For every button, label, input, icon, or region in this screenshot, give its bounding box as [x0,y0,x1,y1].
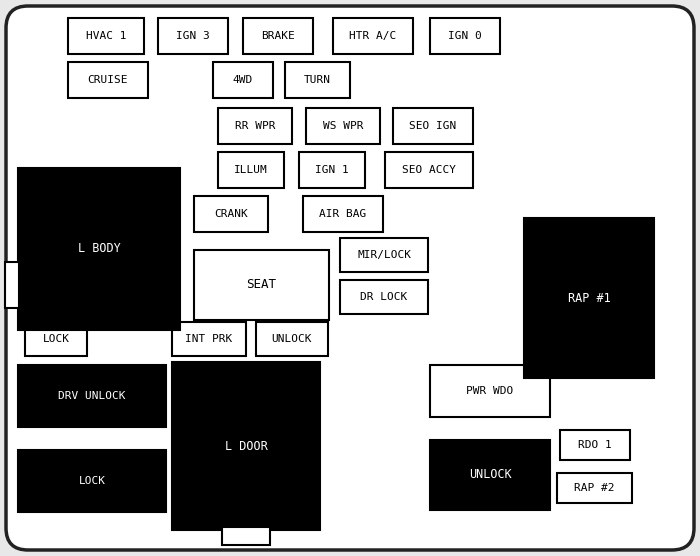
Bar [18,168,180,330]
Text: CRANK: CRANK [214,209,248,219]
Bar [194,250,329,320]
Text: RAP #1: RAP #1 [568,291,610,305]
Bar [218,152,284,188]
Bar [385,152,473,188]
Bar [285,62,350,98]
Bar [213,62,273,98]
Bar [340,238,428,272]
Bar [5,262,19,308]
Text: UNLOCK: UNLOCK [272,334,312,344]
FancyBboxPatch shape [6,6,694,550]
Bar [68,62,148,98]
Bar [158,18,228,54]
Bar [303,196,383,232]
Text: RR WPR: RR WPR [234,121,275,131]
Bar [524,218,654,378]
Text: RAP #2: RAP #2 [574,483,615,493]
Text: BRAKE: BRAKE [261,31,295,41]
Text: L DOOR: L DOOR [225,439,267,453]
Text: UNLOCK: UNLOCK [468,469,512,481]
Text: SEO IGN: SEO IGN [410,121,456,131]
Bar [306,108,380,144]
Bar [172,362,320,530]
Bar [430,365,550,417]
Text: IGN 0: IGN 0 [448,31,482,41]
Bar [18,365,166,427]
Bar [430,440,550,510]
Text: 4WD: 4WD [233,75,253,85]
Text: HVAC 1: HVAC 1 [85,31,126,41]
Text: SEAT: SEAT [246,279,276,291]
Bar [243,18,313,54]
Text: MIR/LOCK: MIR/LOCK [357,250,411,260]
Text: PWR WDO: PWR WDO [466,386,514,396]
Bar [393,108,473,144]
Text: AIR BAG: AIR BAG [319,209,367,219]
Text: RDO 1: RDO 1 [578,440,612,450]
Text: LOCK: LOCK [78,476,106,486]
Text: LOCK: LOCK [43,334,69,344]
Bar [333,18,413,54]
Bar [299,152,365,188]
Text: IGN 1: IGN 1 [315,165,349,175]
Bar [340,280,428,314]
Bar [256,322,328,356]
Text: SEO ACCY: SEO ACCY [402,165,456,175]
Bar [25,322,87,356]
Text: DRV UNLOCK: DRV UNLOCK [58,391,126,401]
Bar [557,473,632,503]
Bar [222,527,270,545]
Text: L BODY: L BODY [78,242,120,256]
Bar [560,430,630,460]
Bar [430,18,500,54]
Text: IGN 3: IGN 3 [176,31,210,41]
Text: CRUISE: CRUISE [88,75,128,85]
Text: ILLUM: ILLUM [234,165,268,175]
Text: INT PRK: INT PRK [186,334,232,344]
Bar [68,18,144,54]
Bar [172,322,246,356]
Bar [194,196,268,232]
Text: HTR A/C: HTR A/C [349,31,397,41]
Text: WS WPR: WS WPR [323,121,363,131]
Bar [18,450,166,512]
Text: TURN: TURN [304,75,331,85]
Bar [218,108,292,144]
Text: DR LOCK: DR LOCK [360,292,407,302]
